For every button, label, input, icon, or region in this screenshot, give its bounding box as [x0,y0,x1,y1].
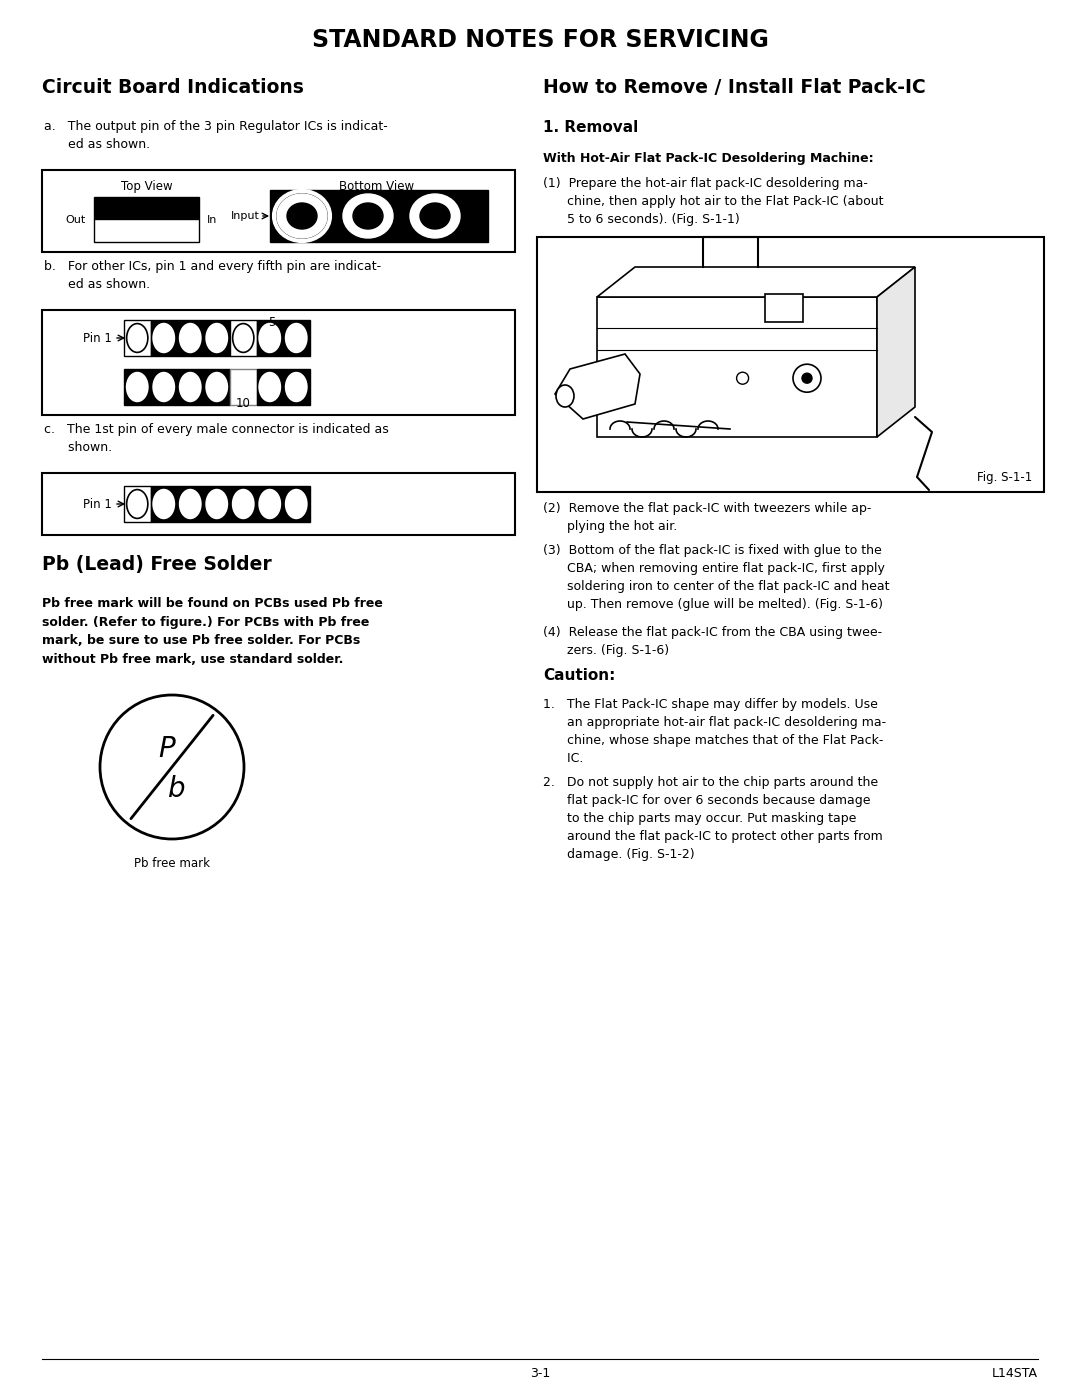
Polygon shape [555,353,640,419]
Ellipse shape [126,489,148,518]
Bar [124,369,230,405]
Text: Pb free mark: Pb free mark [134,856,210,870]
Ellipse shape [206,373,228,401]
Ellipse shape [232,489,254,518]
Ellipse shape [179,489,201,518]
Circle shape [737,372,748,384]
Ellipse shape [206,324,228,352]
Ellipse shape [232,373,254,401]
Ellipse shape [259,373,281,401]
Text: 1.   The Flat Pack-IC shape may differ by models. Use
      an appropriate hot-a: 1. The Flat Pack-IC shape may differ by … [543,698,886,766]
Bar [94,218,199,242]
Text: Input: Input [231,211,260,221]
Text: Top View: Top View [121,180,173,193]
Text: L14STA: L14STA [993,1368,1038,1380]
Bar [150,486,310,522]
Ellipse shape [153,373,174,401]
Text: 10: 10 [235,397,251,409]
Text: 5: 5 [268,316,275,330]
Text: 1. Removal: 1. Removal [543,120,638,136]
Ellipse shape [259,489,281,518]
Circle shape [802,373,812,383]
Text: a.   The output pin of the 3 pin Regulator ICs is indicat-
      ed as shown.: a. The output pin of the 3 pin Regulator… [44,120,388,151]
Text: How to Remove / Install Flat Pack-IC: How to Remove / Install Flat Pack-IC [543,78,926,96]
Text: (4)  Release the flat pack-IC from the CBA using twee-
      zers. (Fig. S-1-6): (4) Release the flat pack-IC from the CB… [543,626,882,657]
Ellipse shape [259,324,281,352]
Ellipse shape [206,489,228,518]
Circle shape [100,694,244,840]
Ellipse shape [285,489,307,518]
Bar [42,310,515,415]
Ellipse shape [153,324,174,352]
Text: b: b [168,775,186,803]
Text: Pin 1: Pin 1 [83,331,112,345]
Text: (3)  Bottom of the flat pack-IC is fixed with glue to the
      CBA; when removi: (3) Bottom of the flat pack-IC is fixed … [543,543,890,610]
Text: Fig. S-1-1: Fig. S-1-1 [976,471,1032,483]
Text: With Hot-Air Flat Pack-IC Desoldering Machine:: With Hot-Air Flat Pack-IC Desoldering Ma… [543,152,874,165]
Polygon shape [877,267,915,437]
Ellipse shape [556,386,573,407]
Text: 3-1: 3-1 [530,1368,550,1380]
Ellipse shape [287,203,318,229]
Text: P: P [159,735,175,763]
Bar [94,197,199,218]
Text: Pin 1: Pin 1 [83,497,112,510]
Text: (2)  Remove the flat pack-IC with tweezers while ap-
      plying the hot air.: (2) Remove the flat pack-IC with tweezer… [543,502,872,534]
Ellipse shape [179,324,201,352]
Ellipse shape [410,194,460,237]
Circle shape [793,365,821,393]
Text: Out: Out [66,215,86,225]
Bar [270,190,488,242]
Ellipse shape [179,373,201,401]
Polygon shape [597,267,915,298]
Ellipse shape [285,324,307,352]
Text: In: In [207,215,217,225]
Bar [537,237,1044,492]
Bar [765,295,804,323]
Bar [257,369,310,405]
Ellipse shape [232,324,254,352]
Text: Caution:: Caution: [543,668,616,683]
Ellipse shape [343,194,393,237]
Text: 2.   Do not supply hot air to the chip parts around the
      flat pack-IC for o: 2. Do not supply hot air to the chip par… [543,775,882,861]
Ellipse shape [276,194,327,237]
Bar [124,486,150,522]
Ellipse shape [353,203,383,229]
Text: STANDARD NOTES FOR SERVICING: STANDARD NOTES FOR SERVICING [311,28,769,52]
Ellipse shape [285,373,307,401]
Bar [230,320,257,356]
Bar [257,320,310,356]
Ellipse shape [126,373,148,401]
Text: Circuit Board Indications: Circuit Board Indications [42,78,303,96]
Bar [597,298,877,437]
Text: b.   For other ICs, pin 1 and every fifth pin are indicat-
      ed as shown.: b. For other ICs, pin 1 and every fifth … [44,260,381,291]
Ellipse shape [420,203,450,229]
Text: c.   The 1st pin of every male connector is indicated as
      shown.: c. The 1st pin of every male connector i… [44,423,389,454]
Bar [42,474,515,535]
Bar [230,369,257,405]
Text: Pb (Lead) Free Solder: Pb (Lead) Free Solder [42,555,272,574]
Text: (1)  Prepare the hot-air flat pack-IC desoldering ma-
      chine, then apply ho: (1) Prepare the hot-air flat pack-IC des… [543,177,883,226]
Ellipse shape [126,324,148,352]
Text: Pb free mark will be found on PCBs used Pb free
solder. (Refer to figure.) For P: Pb free mark will be found on PCBs used … [42,597,383,665]
Bar [150,320,230,356]
Bar [42,170,515,251]
Bar [124,320,150,356]
Ellipse shape [153,489,174,518]
Text: Bottom View: Bottom View [339,180,415,193]
